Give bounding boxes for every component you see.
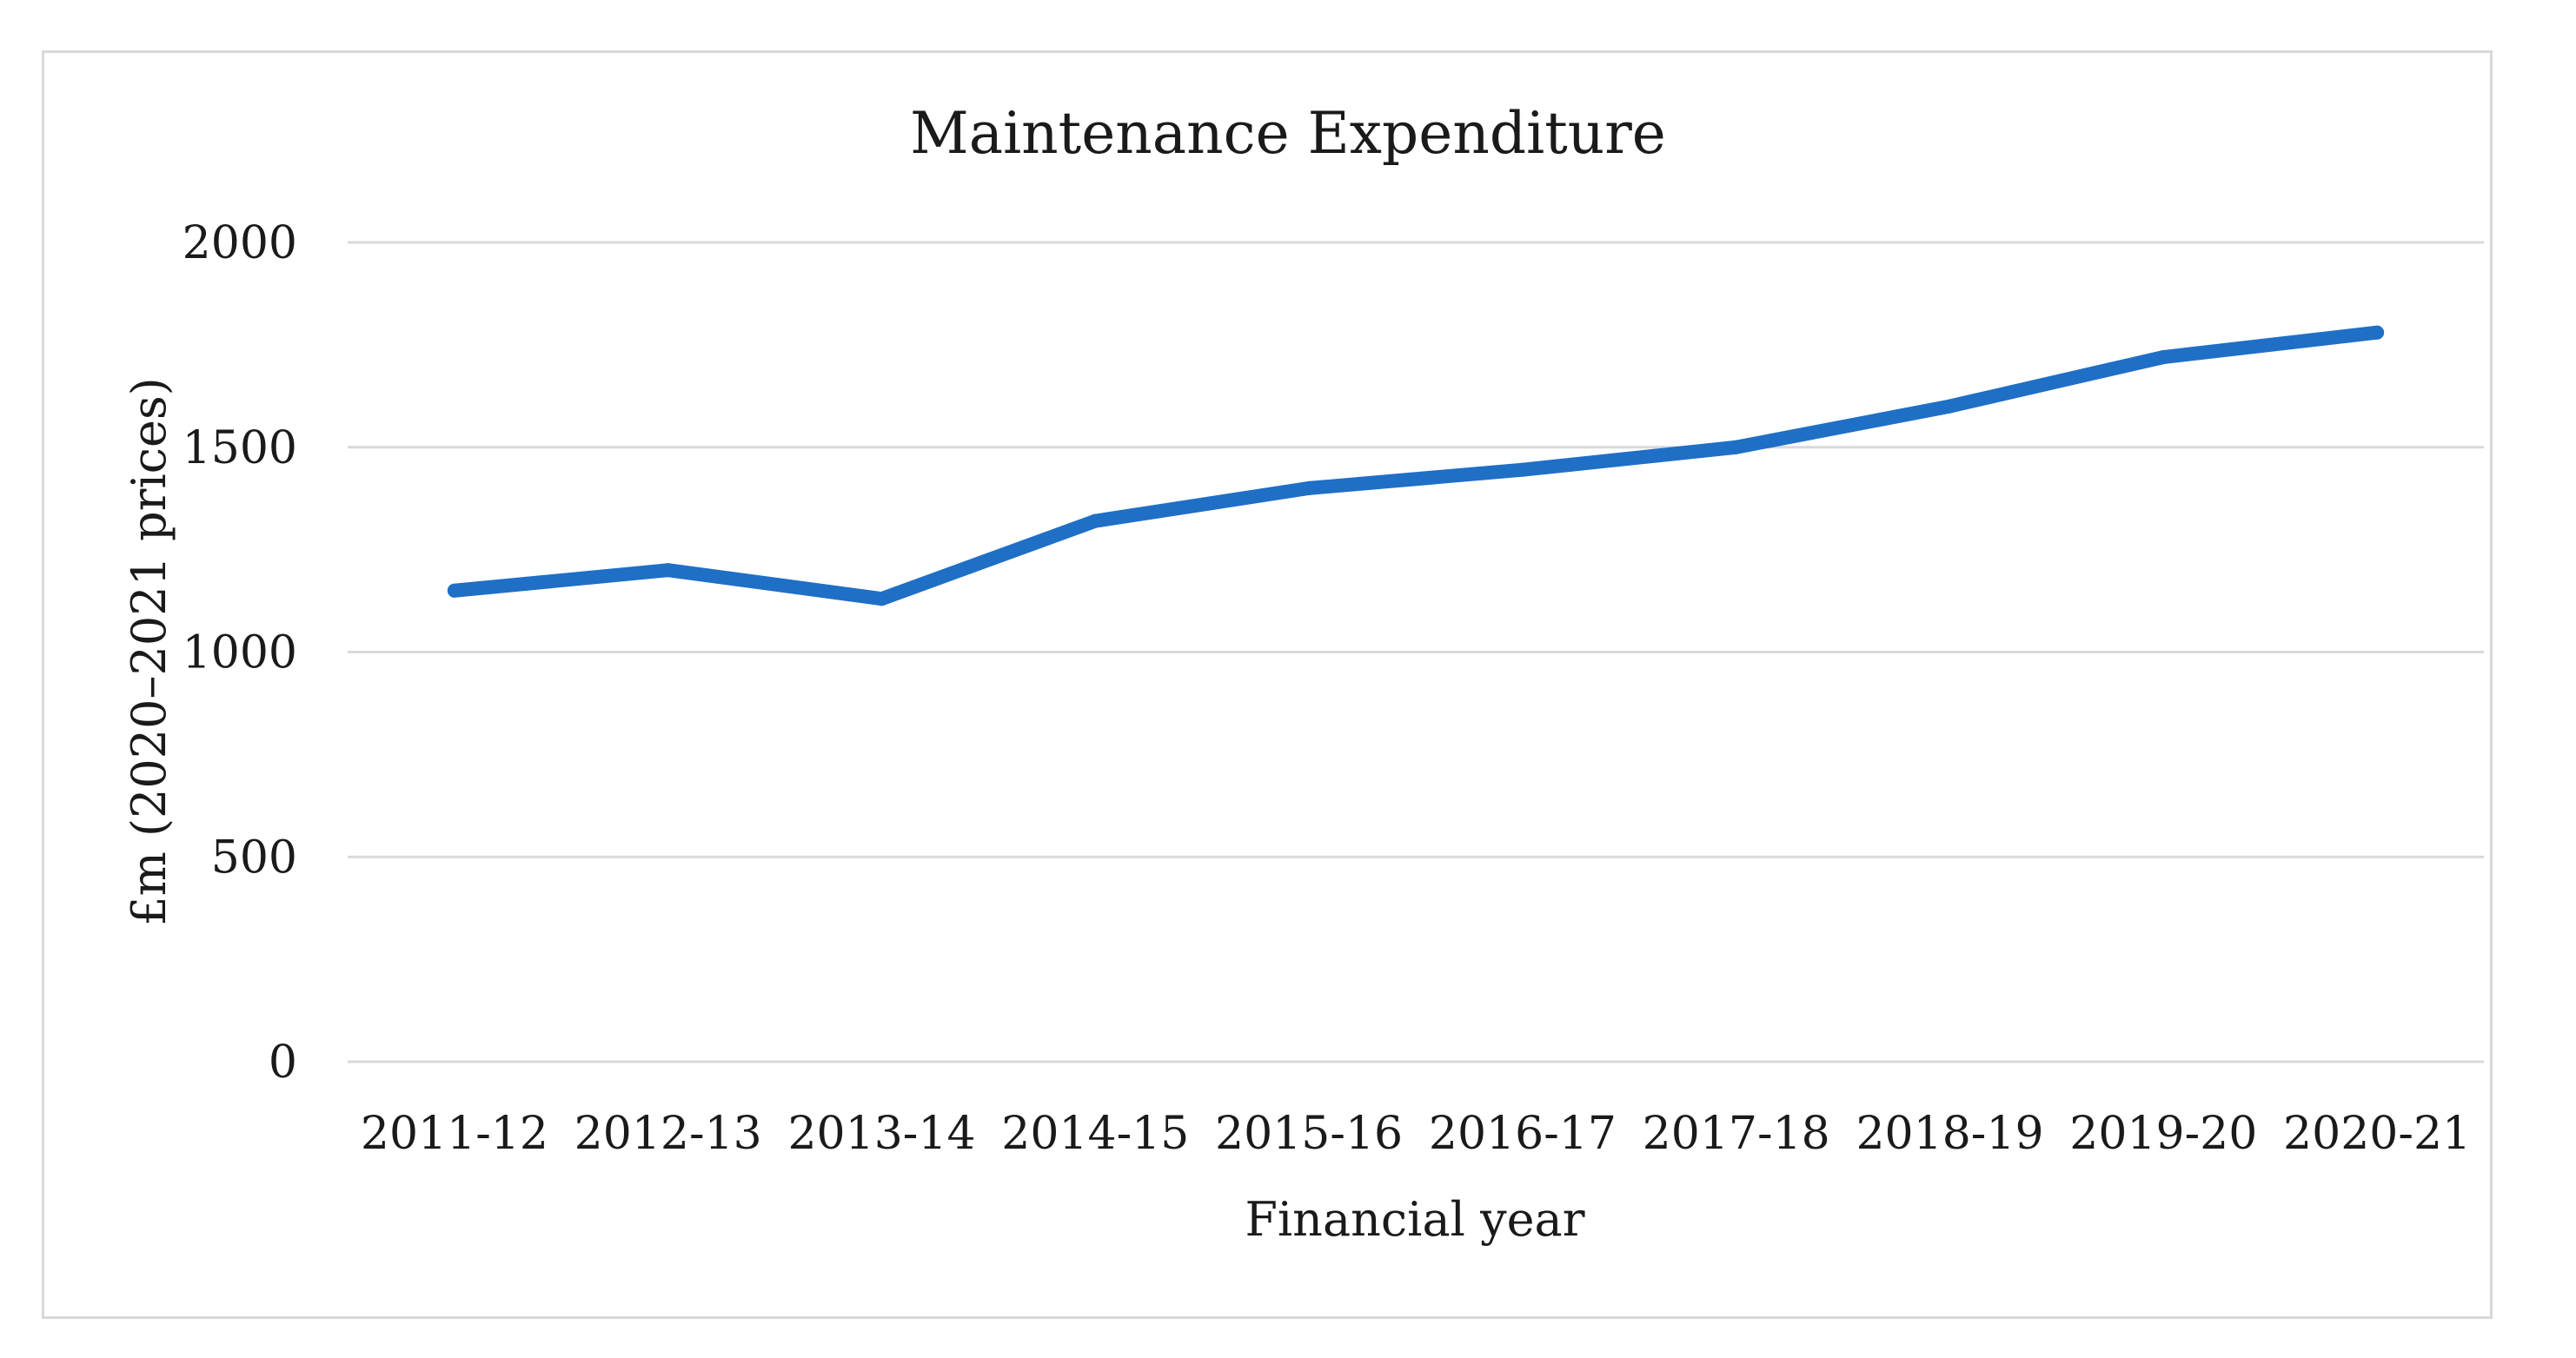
data-point <box>447 583 461 598</box>
data-point <box>661 563 675 578</box>
x-tick-label: 2016-17 <box>1429 1108 1617 1160</box>
y-tick-label: 1000 <box>183 627 297 679</box>
data-point <box>1302 480 1317 495</box>
y-axis-ticks: 0 500 1000 1500 2000 <box>183 217 297 1089</box>
data-point <box>874 592 889 606</box>
data-point <box>1088 513 1103 528</box>
x-axis-ticks: 2011-12 2012-13 2013-14 2014-15 2015-16 2016-… <box>361 1108 2471 1160</box>
gridlines <box>348 241 2484 1063</box>
y-tick-label: 500 <box>211 831 297 884</box>
x-tick-label: 2013-14 <box>787 1108 975 1160</box>
y-tick-label: 0 <box>269 1037 297 1089</box>
y-axis-title: £m (2020–2021 prices) <box>122 377 176 925</box>
y-tick-label: 2000 <box>183 217 297 269</box>
x-tick-label: 2018-19 <box>1856 1108 2043 1160</box>
x-axis-title: Financial year <box>1245 1192 1584 1247</box>
x-tick-label: 2015-16 <box>1215 1108 1403 1160</box>
x-tick-label: 2012-13 <box>574 1108 762 1160</box>
x-tick-label: 2014-15 <box>1001 1108 1189 1160</box>
series-line <box>447 325 2385 606</box>
y-tick-label: 1500 <box>183 422 297 474</box>
data-point <box>2370 325 2385 340</box>
data-point <box>1515 462 1530 477</box>
data-point <box>1942 399 1957 414</box>
series-layer <box>447 325 2385 606</box>
x-tick-label: 2011-12 <box>361 1108 548 1160</box>
x-tick-label: 2019-20 <box>2069 1108 2257 1160</box>
x-tick-label: 2017-18 <box>1643 1108 1830 1160</box>
chart-title: Maintenance Expenditure <box>910 100 1666 167</box>
x-tick-label: 2020-21 <box>2283 1108 2471 1160</box>
data-point <box>1729 440 1743 454</box>
data-point <box>2156 350 2171 365</box>
chart-frame <box>42 50 2493 1319</box>
